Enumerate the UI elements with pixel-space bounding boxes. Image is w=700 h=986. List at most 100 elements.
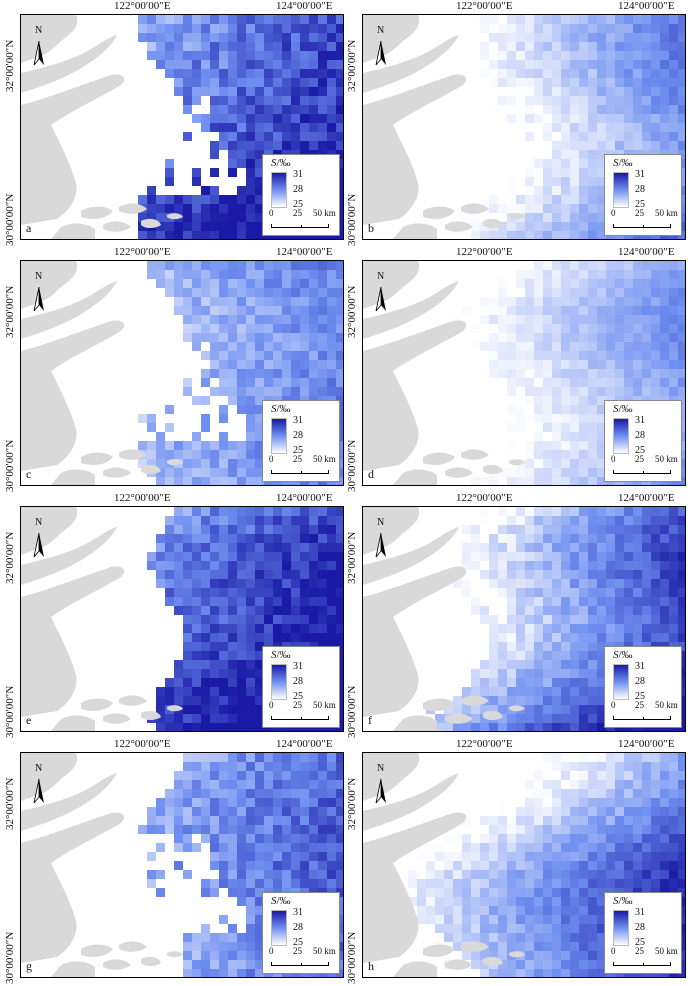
legend-tick: 31 <box>293 907 303 918</box>
scale-label: 0 <box>611 454 616 464</box>
lon-label-left: 122°00′00″E <box>114 492 171 504</box>
scale-bar: 0 25 50 km <box>269 208 336 230</box>
legend: S/‰ 31 28 25 0 25 50 km <box>604 154 682 236</box>
legend-tick: 28 <box>293 430 303 441</box>
land-mask <box>21 507 183 731</box>
legend-color-ramp <box>271 664 287 700</box>
lat-label-bottom: 30°00′00″N <box>346 193 358 246</box>
scale-label: 25 <box>635 946 644 956</box>
map-panel-d: 122°00′00″E 124°00′00″E 32°00′00″N 30°00… <box>346 246 688 492</box>
scale-mid-tick <box>643 471 644 474</box>
legend-tick: 28 <box>293 676 303 687</box>
north-label: N <box>35 763 43 774</box>
lon-label-left: 122°00′00″E <box>456 246 513 258</box>
scale-mid-tick <box>643 963 644 966</box>
panel-letter: b <box>368 221 374 235</box>
legend: S/‰ 31 28 25 0 25 50 km <box>262 892 340 974</box>
scale-label: 0 <box>269 208 274 218</box>
legend-tick: 25 <box>635 199 645 210</box>
map-panel-f: 122°00′00″E 124°00′00″E 32°00′00″N 30°00… <box>346 492 688 738</box>
lat-label-top: 32°00′00″N <box>4 39 16 92</box>
legend-title: S/‰ <box>613 649 633 661</box>
land-mask <box>363 261 525 485</box>
scale-label: 25 <box>635 700 644 710</box>
legend-color-ramp <box>613 172 629 208</box>
scale-mid-tick <box>643 717 644 720</box>
north-label: N <box>377 271 385 282</box>
scale-label: 50 km <box>313 700 336 710</box>
scale-label: 0 <box>269 700 274 710</box>
scale-bar: 0 25 50 km <box>269 946 336 968</box>
scale-bar: 0 25 50 km <box>269 454 336 476</box>
north-label: N <box>377 517 385 528</box>
salinity-map: N h S/‰ 31 28 25 0 25 50 km <box>362 752 686 978</box>
salinity-map: N e S/‰ 31 28 25 0 25 50 km <box>20 506 344 732</box>
lon-label-right: 124°00′00″E <box>618 246 675 258</box>
scale-line <box>613 470 671 474</box>
legend-tick: 25 <box>635 445 645 456</box>
legend-title: S/‰ <box>271 649 291 661</box>
panel-letter: g <box>26 959 32 973</box>
north-arrow-icon <box>33 532 44 558</box>
legend-title: S/‰ <box>613 895 633 907</box>
panel-letter: f <box>368 713 372 727</box>
lat-label-bottom: 30°00′00″N <box>4 439 16 492</box>
scale-mid-tick <box>301 963 302 966</box>
scale-mid-tick <box>301 471 302 474</box>
scale-line <box>271 716 329 720</box>
legend-tick: 25 <box>293 937 303 948</box>
scale-mid-tick <box>301 717 302 720</box>
salinity-map: N f S/‰ 31 28 25 0 25 50 km <box>362 506 686 732</box>
north-arrow-icon <box>375 286 386 312</box>
legend-color-ramp <box>271 910 287 946</box>
scale-bar: 0 25 50 km <box>611 208 678 230</box>
scale-label: 25 <box>635 208 644 218</box>
scale-line <box>271 224 329 228</box>
legend-tick: 25 <box>293 691 303 702</box>
legend-tick: 28 <box>635 922 645 933</box>
panel-letter: e <box>26 713 32 727</box>
legend: S/‰ 31 28 25 0 25 50 km <box>262 646 340 728</box>
scale-label: 50 km <box>655 454 678 464</box>
lon-label-right: 124°00′00″E <box>276 246 333 258</box>
lat-label-top: 32°00′00″N <box>346 39 358 92</box>
lat-label-bottom: 30°00′00″N <box>346 685 358 738</box>
panel-letter: c <box>26 467 32 481</box>
lat-label-bottom: 30°00′00″N <box>4 685 16 738</box>
map-panel-h: 122°00′00″E 124°00′00″E 32°00′00″N 30°00… <box>346 738 688 984</box>
legend-tick: 31 <box>635 169 645 180</box>
lat-label-top: 32°00′00″N <box>4 531 16 584</box>
legend-color-ramp <box>271 418 287 454</box>
north-arrow-icon <box>33 778 44 804</box>
land-mask <box>363 507 525 731</box>
lon-label-right: 124°00′00″E <box>618 738 675 750</box>
legend-color-ramp <box>613 664 629 700</box>
legend-tick: 31 <box>293 169 303 180</box>
north-arrow-icon <box>375 778 386 804</box>
land-mask <box>363 15 525 239</box>
scale-line <box>271 962 329 966</box>
map-panel-b: 122°00′00″E 124°00′00″E 32°00′00″N 30°00… <box>346 0 688 246</box>
scale-line <box>613 962 671 966</box>
lon-label-left: 122°00′00″E <box>114 0 171 12</box>
scale-label: 25 <box>635 454 644 464</box>
legend-title: S/‰ <box>613 403 633 415</box>
scale-label: 0 <box>269 946 274 956</box>
legend-title: S/‰ <box>613 157 633 169</box>
scale-bar: 0 25 50 km <box>611 946 678 968</box>
salinity-grid <box>363 753 685 977</box>
scale-bar: 0 25 50 km <box>611 454 678 476</box>
scale-label: 25 <box>293 700 302 710</box>
legend: S/‰ 31 28 25 0 25 50 km <box>604 646 682 728</box>
scale-label: 0 <box>611 700 616 710</box>
lat-label-top: 32°00′00″N <box>346 531 358 584</box>
north-arrow-icon <box>33 286 44 312</box>
map-panel-e: 122°00′00″E 124°00′00″E 32°00′00″N 30°00… <box>4 492 346 738</box>
scale-label: 50 km <box>313 946 336 956</box>
lon-label-left: 122°00′00″E <box>456 492 513 504</box>
salinity-map: N g S/‰ 31 28 25 0 25 50 km <box>20 752 344 978</box>
panel-letter: a <box>26 221 32 235</box>
lon-label-left: 122°00′00″E <box>114 246 171 258</box>
lat-label-top: 32°00′00″N <box>4 777 16 830</box>
scale-label: 25 <box>293 946 302 956</box>
